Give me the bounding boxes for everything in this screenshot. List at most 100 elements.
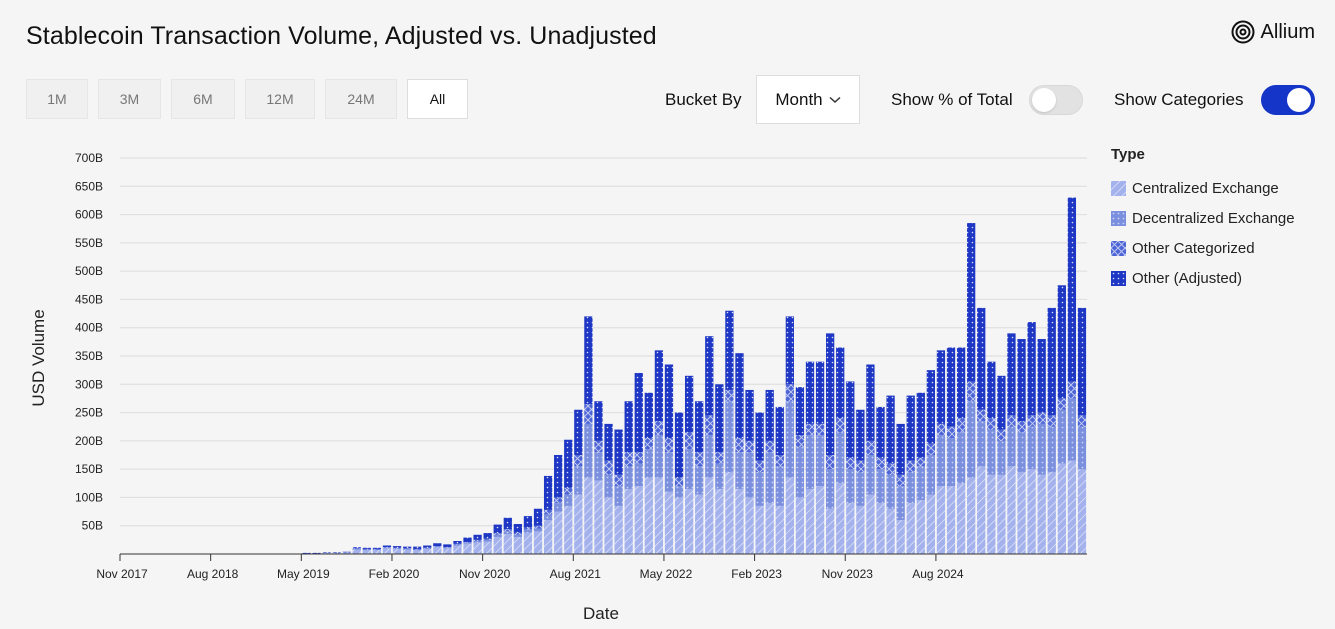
bar-segment-other-adjusted[interactable] — [433, 543, 442, 547]
bar-segment-other-adjusted[interactable] — [715, 384, 724, 453]
bar-segment-other-categorized[interactable] — [453, 543, 462, 545]
range-button-24m[interactable]: 24M — [325, 79, 397, 119]
bar-segment-other-adjusted[interactable] — [997, 375, 1006, 430]
bar-segment-dex[interactable] — [826, 469, 835, 509]
range-button-1m[interactable]: 1M — [26, 79, 88, 119]
bar-segment-other-adjusted[interactable] — [826, 333, 835, 455]
bar-segment-dex[interactable] — [664, 452, 674, 492]
bar-segment-other-adjusted[interactable] — [604, 423, 613, 461]
bar-segment-cex[interactable] — [725, 471, 734, 554]
bar-segment-cex[interactable] — [977, 466, 986, 554]
bar-segment-other-adjusted[interactable] — [634, 372, 643, 453]
bar-segment-cex[interactable] — [443, 548, 452, 554]
bar-segment-other-adjusted[interactable] — [483, 533, 492, 539]
bar-segment-dex[interactable] — [936, 435, 946, 487]
bar-segment-dex[interactable] — [543, 514, 553, 521]
bar-segment-dex[interactable] — [1067, 398, 1077, 461]
bar-segment-cex[interactable] — [745, 497, 754, 554]
bar-segment-cex[interactable] — [543, 520, 553, 554]
bar-segment-other-categorized[interactable] — [956, 418, 966, 433]
bar-segment-other-categorized[interactable] — [977, 409, 986, 422]
bar-segment-cex[interactable] — [433, 547, 442, 554]
bar-segment-other-adjusted[interactable] — [352, 547, 361, 549]
bar-segment-cex[interactable] — [997, 474, 1006, 554]
bar-segment-other-categorized[interactable] — [533, 525, 543, 529]
bar-segment-other-adjusted[interactable] — [423, 545, 432, 548]
range-button-12m[interactable]: 12M — [245, 79, 315, 119]
bar-segment-other-categorized[interactable] — [654, 421, 664, 436]
bar-segment-other-categorized[interactable] — [916, 457, 925, 467]
bar-segment-dex[interactable] — [463, 542, 472, 544]
bar-segment-cex[interactable] — [564, 505, 573, 554]
bar-segment-other-adjusted[interactable] — [705, 336, 714, 416]
bar-segment-other-categorized[interactable] — [443, 547, 452, 548]
bar-segment-dex[interactable] — [644, 449, 653, 478]
bar-segment-cex[interactable] — [775, 505, 784, 554]
bar-segment-dex[interactable] — [745, 452, 754, 498]
bar-segment-other-categorized[interactable] — [372, 548, 381, 550]
bar-segment-other-categorized[interactable] — [795, 435, 805, 447]
bar-segment-other-adjusted[interactable] — [473, 534, 482, 540]
bar-segment-other-categorized[interactable] — [382, 547, 392, 548]
bar-segment-dex[interactable] — [926, 455, 935, 495]
bar-segment-dex[interactable] — [443, 547, 452, 549]
bar-segment-other-categorized[interactable] — [604, 460, 613, 475]
bar-segment-cex[interactable] — [705, 477, 714, 554]
bar-segment-other-categorized[interactable] — [614, 474, 623, 487]
bar-segment-other-categorized[interactable] — [664, 438, 674, 453]
bar-segment-other-adjusted[interactable] — [896, 423, 905, 475]
bar-segment-dex[interactable] — [503, 531, 512, 535]
bar-segment-cex[interactable] — [322, 552, 331, 554]
bar-segment-other-adjusted[interactable] — [815, 361, 825, 424]
bar-segment-dex[interactable] — [876, 469, 885, 504]
bar-segment-other-adjusted[interactable] — [533, 508, 543, 526]
bar-segment-dex[interactable] — [977, 421, 986, 467]
range-button-3m[interactable]: 3M — [98, 79, 161, 119]
bar-segment-cex[interactable] — [664, 491, 674, 554]
bar-segment-dex[interactable] — [674, 486, 684, 498]
bar-segment-other-adjusted[interactable] — [644, 392, 653, 439]
bar-segment-dex[interactable] — [946, 438, 956, 487]
bar-segment-other-adjusted[interactable] — [1057, 285, 1066, 399]
bar-segment-other-categorized[interactable] — [725, 389, 734, 402]
bar-segment-dex[interactable] — [352, 548, 361, 550]
bar-segment-other-categorized[interactable] — [674, 477, 684, 487]
bar-segment-cex[interactable] — [382, 548, 392, 554]
bar-segment-cex[interactable] — [926, 494, 935, 554]
bar-segment-other-categorized[interactable] — [896, 474, 905, 487]
bar-segment-other-adjusted[interactable] — [584, 316, 593, 405]
bar-segment-other-adjusted[interactable] — [443, 544, 452, 548]
bar-segment-dex[interactable] — [1027, 426, 1036, 470]
bar-segment-cex[interactable] — [604, 497, 613, 554]
bar-segment-other-adjusted[interactable] — [463, 537, 472, 543]
bar-segment-dex[interactable] — [765, 452, 774, 504]
bar-segment-cex[interactable] — [684, 488, 694, 554]
bar-segment-other-categorized[interactable] — [543, 509, 553, 515]
bar-segment-other-adjusted[interactable] — [1007, 333, 1016, 416]
bar-segment-cex[interactable] — [594, 480, 603, 554]
bar-segment-dex[interactable] — [513, 534, 523, 538]
bar-segment-other-categorized[interactable] — [785, 384, 794, 402]
bar-segment-cex[interactable] — [1037, 474, 1046, 554]
bar-segment-other-adjusted[interactable] — [1077, 307, 1087, 416]
bar-segment-dex[interactable] — [967, 401, 976, 478]
bar-segment-other-adjusted[interactable] — [946, 347, 956, 427]
bar-segment-dex[interactable] — [755, 471, 764, 506]
bar-segment-cex[interactable] — [946, 486, 956, 554]
bar-segment-other-categorized[interactable] — [936, 423, 946, 436]
bar-segment-dex[interactable] — [362, 549, 371, 551]
bar-segment-dex[interactable] — [624, 466, 633, 489]
bar-segment-dex[interactable] — [433, 546, 442, 548]
bar-segment-other-categorized[interactable] — [1037, 412, 1046, 424]
bar-segment-dex[interactable] — [805, 435, 815, 489]
bar-segment-other-adjusted[interactable] — [977, 307, 986, 410]
bar-segment-other-categorized[interactable] — [584, 404, 593, 424]
bar-segment-dex[interactable] — [997, 440, 1006, 475]
bar-segment-cex[interactable] — [554, 511, 563, 554]
bar-segment-cex[interactable] — [856, 505, 865, 554]
bar-segment-other-adjusted[interactable] — [856, 409, 865, 461]
bar-segment-other-categorized[interactable] — [886, 463, 895, 475]
bar-segment-cex[interactable] — [815, 486, 825, 554]
bar-segment-dex[interactable] — [836, 432, 845, 484]
bar-segment-other-adjusted[interactable] — [876, 406, 885, 458]
